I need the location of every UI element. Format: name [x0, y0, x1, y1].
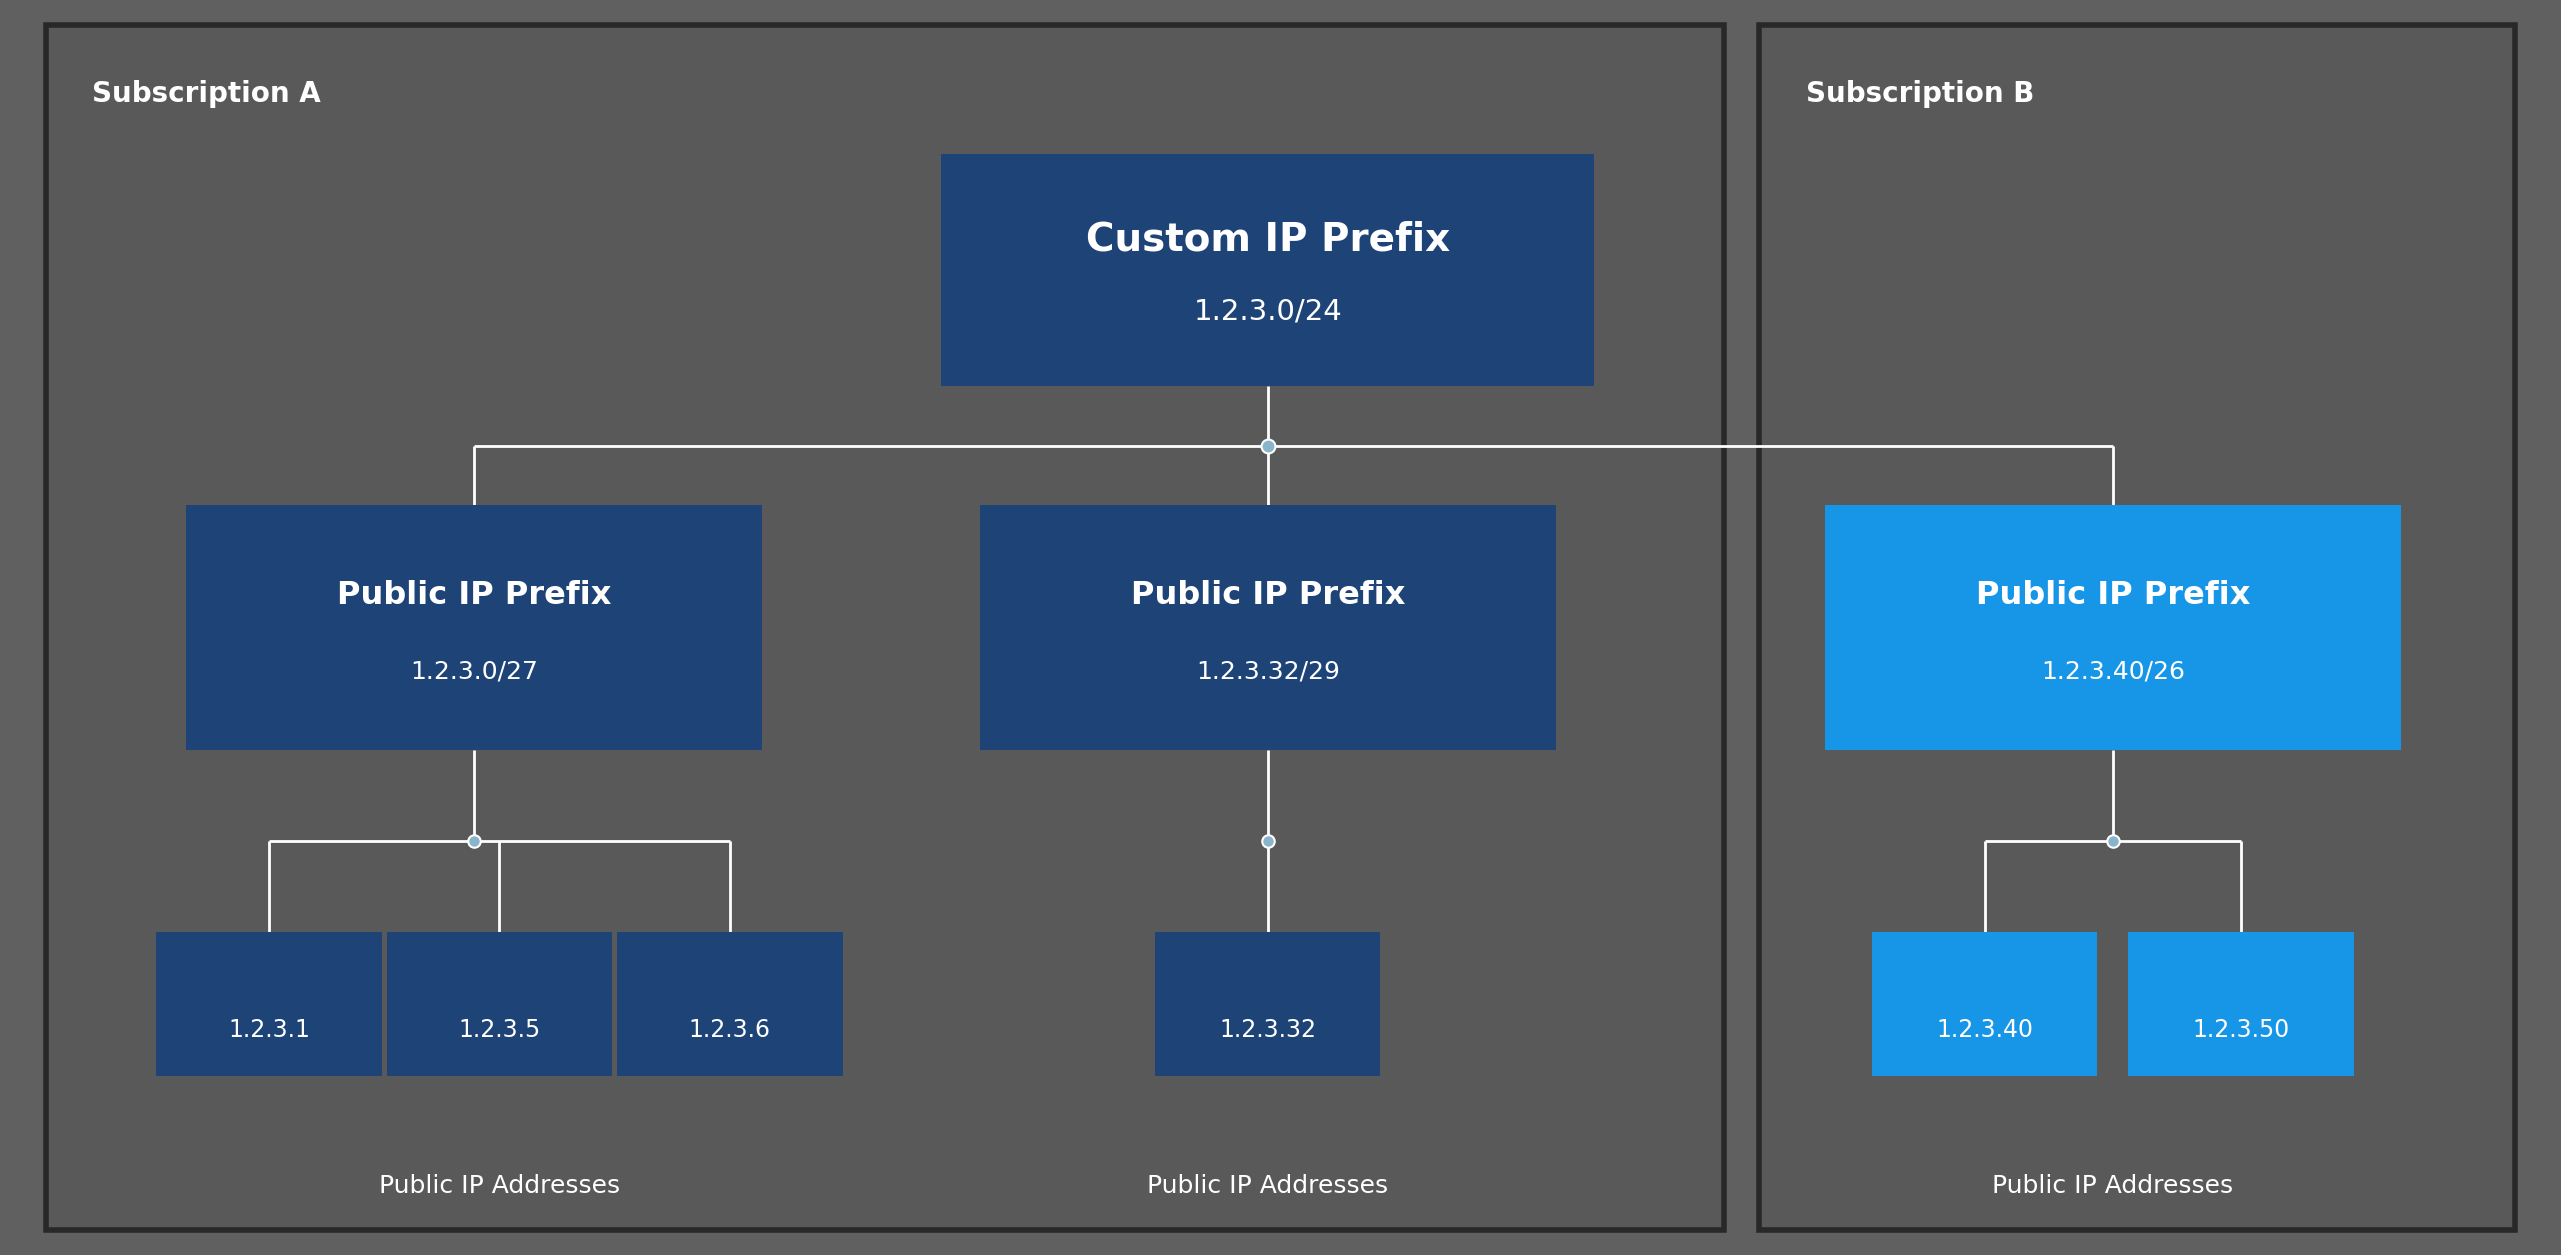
Text: 1.2.3.0/24: 1.2.3.0/24	[1193, 297, 1342, 325]
Text: 1.2.3.1: 1.2.3.1	[228, 1018, 310, 1042]
Text: 1.2.3.50: 1.2.3.50	[2192, 1018, 2290, 1042]
FancyBboxPatch shape	[1155, 931, 1380, 1076]
Text: Public IP Addresses: Public IP Addresses	[1992, 1173, 2233, 1199]
Text: Public IP Prefix: Public IP Prefix	[335, 580, 612, 611]
Text: Public IP Addresses: Public IP Addresses	[379, 1173, 620, 1199]
Text: 1.2.3.40/26: 1.2.3.40/26	[2041, 660, 2185, 684]
Text: Custom IP Prefix: Custom IP Prefix	[1086, 221, 1450, 259]
FancyBboxPatch shape	[942, 153, 1593, 387]
Text: 1.2.3.32: 1.2.3.32	[1219, 1018, 1316, 1042]
Text: Public IP Prefix: Public IP Prefix	[1975, 580, 2251, 611]
FancyBboxPatch shape	[1759, 25, 2515, 1230]
Text: 1.2.3.0/27: 1.2.3.0/27	[410, 660, 538, 684]
FancyBboxPatch shape	[156, 931, 382, 1076]
FancyBboxPatch shape	[2128, 931, 2354, 1076]
Text: 1.2.3.40: 1.2.3.40	[1936, 1018, 2033, 1042]
Text: 1.2.3.5: 1.2.3.5	[458, 1018, 540, 1042]
FancyBboxPatch shape	[387, 931, 612, 1076]
Text: Subscription A: Subscription A	[92, 80, 320, 108]
FancyBboxPatch shape	[617, 931, 843, 1076]
Text: 1.2.3.6: 1.2.3.6	[689, 1018, 771, 1042]
FancyBboxPatch shape	[46, 25, 1724, 1230]
FancyBboxPatch shape	[1823, 505, 2400, 749]
Text: Public IP Addresses: Public IP Addresses	[1147, 1173, 1388, 1199]
Text: Public IP Prefix: Public IP Prefix	[1129, 580, 1406, 611]
FancyBboxPatch shape	[978, 505, 1557, 749]
Text: Subscription B: Subscription B	[1806, 80, 2033, 108]
FancyBboxPatch shape	[1872, 931, 2097, 1076]
Text: 1.2.3.32/29: 1.2.3.32/29	[1196, 660, 1339, 684]
FancyBboxPatch shape	[184, 505, 763, 749]
